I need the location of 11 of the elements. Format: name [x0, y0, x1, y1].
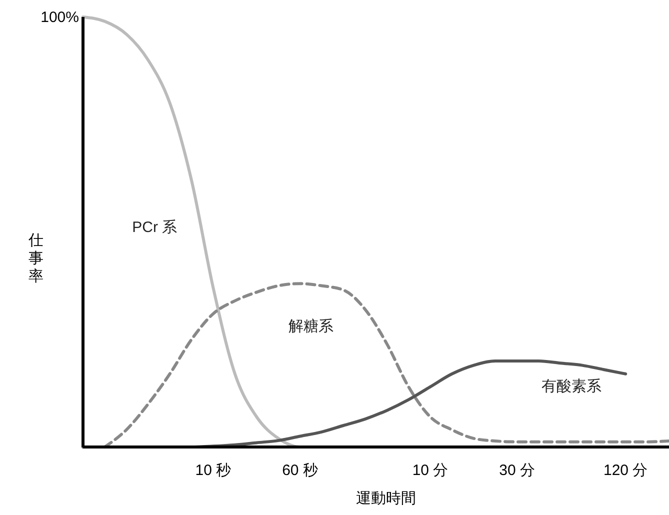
series-label: 有酸素系 [541, 378, 602, 396]
x-tick-label: 120 分 [603, 462, 648, 479]
x-axis-title: 運動時間 [356, 490, 416, 507]
text: 100% [40, 9, 79, 26]
series-label: PCr 系 [132, 219, 178, 236]
x-tick-label: 10 分 [412, 462, 448, 479]
y-axis-title: 仕事率 [28, 232, 44, 285]
x-tick-label: 10 秒 [195, 462, 232, 479]
x-tick-label: 60 秒 [282, 462, 318, 479]
x-tick-label: 30 分 [499, 462, 536, 479]
series-label: 解糖系 [288, 318, 334, 335]
